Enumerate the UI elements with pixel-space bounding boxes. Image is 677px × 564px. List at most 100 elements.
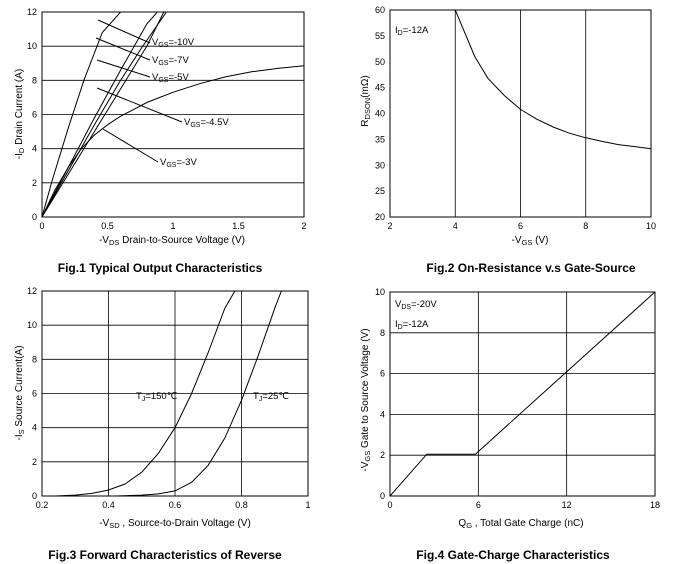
fig1-series-line-2	[42, 12, 165, 217]
fig3-label-25c: TJ=25℃	[253, 391, 289, 403]
fig4-ytick-label: 10	[375, 287, 385, 297]
fig3-ytick-label: 0	[32, 491, 37, 501]
fig3-xtick-label: 1	[305, 500, 310, 510]
fig4-label-vds: VDS=-20V	[395, 299, 437, 311]
fig1-leader-3v	[102, 128, 159, 163]
fig4-annotations: VDS=-20V ID=-12A	[395, 299, 437, 331]
fig1-leader-4p5v	[96, 87, 183, 123]
fig3-xlabel: -VSD , Source-to-Drain Voltage (V)	[99, 518, 251, 530]
fig2-label-id: ID=-12A	[395, 25, 429, 37]
fig3-xtick-label: 0.4	[102, 500, 115, 510]
fig3-series-line-0	[55, 291, 236, 496]
fig4-gate-charge: 0 6 12 18 0 2 4 6 8 10 VDS=-20V ID=-12A QG , Tota…	[360, 287, 660, 562]
fig2-ytick-label: 45	[375, 83, 385, 93]
fig1-label-vgs-10v: VGS=-10V	[152, 37, 195, 49]
fig4-ytick-label: 8	[380, 328, 385, 338]
fig4-plot-area: 0 6 12 18 0 2 4 6 8 10	[375, 287, 660, 510]
fig1-ytick-label: 4	[32, 144, 37, 154]
fig3-ytick-label: 2	[32, 457, 37, 467]
fig2-ylabel: RDSON(mΩ)	[360, 75, 372, 126]
fig1-series-line-1	[42, 12, 167, 217]
fig2-xtick-label: 2	[387, 221, 392, 231]
fig2-xtick-label: 4	[453, 221, 458, 231]
fig3-xtick-label: 0.6	[169, 500, 182, 510]
fig4-ytick-label: 6	[380, 369, 385, 379]
fig3-xtick-label: 0.2	[36, 500, 49, 510]
fig1-xtick-label: 0.5	[101, 221, 114, 231]
fig3-ylabel: -IS Source Current(A)	[14, 345, 26, 440]
fig4-ytick-label: 2	[380, 450, 385, 460]
fig3-caption: Fig.3 Forward Characteristics of Reverse	[48, 548, 282, 562]
fig1-series-line-4	[42, 12, 147, 217]
fig2-series-line-0	[454, 10, 651, 150]
fig2-xtick-label: 8	[583, 221, 588, 231]
fig1-leader-7v	[95, 37, 151, 61]
fig1-frame	[41, 11, 305, 218]
fig2-ytick-label: 40	[375, 109, 385, 119]
fig2-ytick-label: 55	[375, 31, 385, 41]
fig1-leader-10v	[97, 19, 151, 44]
fig1-ytick-label: 6	[32, 110, 37, 120]
fig1-xtick-label: 0	[39, 221, 44, 231]
fig1-label-vgs-3v: VGS=-3V	[160, 157, 197, 169]
fig2-xtick-label: 10	[646, 221, 656, 231]
fig3-ytick-label: 4	[32, 423, 37, 433]
fig4-xlabel: QG , Total Gate Charge (nC)	[458, 518, 583, 530]
fig1-caption: Fig.1 Typical Output Characteristics	[58, 261, 263, 275]
fig1-label-vgs-4p5v: VGS=-4.5V	[184, 117, 229, 129]
fig2-ytick-label: 50	[375, 57, 385, 67]
fig4-caption: Fig.4 Gate-Charge Characteristics	[416, 548, 610, 562]
fig1-plot-area: 0 0.5 1 1.5 2 0 2 4 6 8 10 12	[27, 7, 307, 231]
fig4-ytick-label: 4	[380, 409, 385, 419]
fig1-xtick-label: 1.5	[232, 221, 245, 231]
fig3-frame	[41, 290, 309, 497]
fig1-xtick-label: 2	[301, 221, 306, 231]
fig4-ylabel: -VGS Gate to Source Voltage (V)	[360, 328, 372, 471]
fig3-xtick-label: 0.8	[235, 500, 248, 510]
fig4-xtick-label: 0	[387, 500, 392, 510]
fig3-ytick-label: 10	[27, 320, 37, 330]
fig1-leader-5v	[96, 59, 151, 78]
fig4-ytick-label: 0	[380, 491, 385, 501]
fig4-frame	[389, 291, 656, 497]
fig2-ytick-label: 20	[375, 212, 385, 222]
fig1-label-vgs-5v: VGS=-5V	[152, 72, 189, 84]
fig2-xtick-label: 6	[518, 221, 523, 231]
fig1-ylabel: -ID Drain Current (A)	[14, 69, 26, 159]
fig2-on-resistance: 2 4 6 8 10 20 25 30 35 40 45 50 55 60 ID=-12A -VGS (V…	[360, 5, 656, 275]
fig3-ytick-label: 8	[32, 354, 37, 364]
fig2-ytick-label: 60	[375, 5, 385, 15]
fig3-series-line-1	[115, 291, 282, 496]
fig3-ytick-label: 6	[32, 389, 37, 399]
fig1-ytick-label: 0	[32, 212, 37, 222]
fig4-label-id: ID=-12A	[395, 319, 429, 331]
fig2-ytick-label: 25	[375, 186, 385, 196]
fig1-ytick-label: 2	[32, 178, 37, 188]
fig2-frame	[389, 9, 652, 218]
fig4-series-line-0	[390, 292, 655, 496]
fig1-label-vgs-7v: VGS=-7V	[152, 55, 189, 67]
fig3-label-150c: TJ=150℃	[136, 391, 178, 403]
fig3-ytick-label: 12	[27, 286, 37, 296]
fig1-xlabel: -VDS Drain-to-Source Voltage (V)	[99, 235, 245, 247]
fig1-ytick-label: 10	[27, 41, 37, 51]
fig2-ytick-label: 35	[375, 134, 385, 144]
fig1-series-line-3	[42, 65, 304, 217]
fig2-ytick-label: 30	[375, 160, 385, 170]
fig4-xtick-label: 18	[650, 500, 660, 510]
fig1-output-characteristics: 0 0.5 1 1.5 2 0 2 4 6 8 10 12 VGS=-10V VGS=-7V VGS=…	[14, 7, 307, 275]
fig1-annotations: VGS=-10V VGS=-7V VGS=-5V VGS=-4.5V VGS=-…	[95, 19, 229, 169]
fig1-xtick-label: 1	[170, 221, 175, 231]
fig2-annotations: ID=-12A	[395, 25, 429, 37]
fig3-annotations: TJ=150℃ TJ=25℃	[136, 391, 289, 403]
fig2-plot-area: 2 4 6 8 10 20 25 30 35 40 45 50 55 60	[375, 5, 656, 231]
fig2-xlabel: -VGS (V)	[512, 235, 549, 247]
fig1-ytick-label: 12	[27, 7, 37, 17]
fig2-caption: Fig.2 On-Resistance v.s Gate-Source	[426, 261, 636, 275]
fig4-xtick-label: 6	[476, 500, 481, 510]
fig1-ytick-label: 8	[32, 75, 37, 85]
fig4-xtick-label: 12	[562, 500, 572, 510]
